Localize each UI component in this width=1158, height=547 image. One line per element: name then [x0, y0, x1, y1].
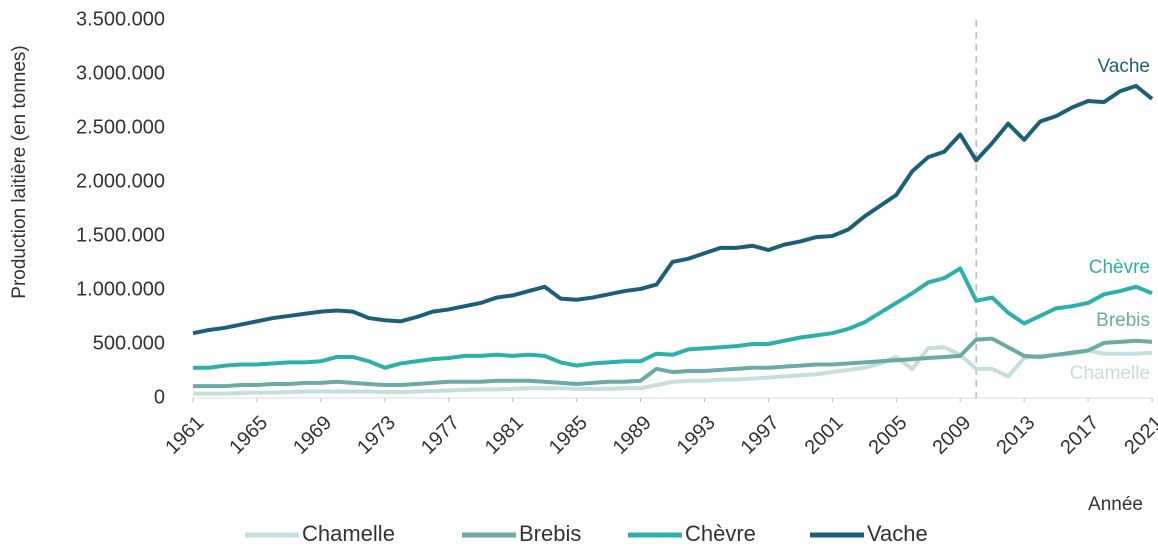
x-tick-label: 2013	[992, 412, 1039, 459]
x-tick-label: 1977	[417, 412, 464, 459]
series-line	[192, 83, 1154, 336]
y-tick-label: 2.500.000	[76, 116, 165, 138]
y-tick-label: 0	[154, 386, 165, 408]
y-tick-label: 500.000	[93, 332, 165, 354]
x-tick-label: 1961	[161, 412, 208, 459]
x-tick-label: 1993	[673, 412, 720, 459]
x-tick-label: 1985	[545, 412, 592, 459]
legend-label: Chèvre	[685, 521, 756, 546]
x-tick-label: 1969	[289, 412, 336, 459]
legend-label: Brebis	[519, 521, 581, 546]
legend-label: Chamelle	[302, 521, 395, 546]
x-tick-label: 1965	[225, 412, 272, 459]
series-line	[193, 266, 1153, 370]
x-tick-label: 2017	[1056, 412, 1103, 459]
legend-label: Vache	[867, 521, 928, 546]
series-end-label: Chèvre	[1089, 257, 1150, 278]
x-tick-label: 1981	[481, 412, 528, 459]
x-tick-label: 2021	[1120, 412, 1158, 459]
x-tick-label: 2005	[865, 412, 912, 459]
series-end-label: Chamelle	[1070, 363, 1150, 384]
series-line	[193, 336, 1153, 389]
x-tick-label: 2001	[801, 412, 848, 459]
x-axis-label: Année	[1088, 494, 1143, 515]
series-line	[193, 345, 1153, 396]
x-tick-label: 1989	[609, 412, 656, 459]
y-tick-label: 3.000.000	[76, 62, 165, 84]
y-tick-label: 1.000.000	[76, 278, 165, 300]
y-axis-label: Production laitière (en tonnes)	[9, 45, 30, 298]
y-tick-label: 2.000.000	[76, 170, 165, 192]
x-tick-label: 1973	[353, 412, 400, 459]
series-end-label: Brebis	[1096, 310, 1150, 331]
x-tick-label: 2009	[928, 412, 975, 459]
y-tick-label: 3.500.000	[76, 8, 165, 30]
x-tick-label: 1997	[737, 412, 784, 459]
series-end-label: Vache	[1098, 56, 1150, 77]
y-tick-label: 1.500.000	[76, 224, 165, 246]
